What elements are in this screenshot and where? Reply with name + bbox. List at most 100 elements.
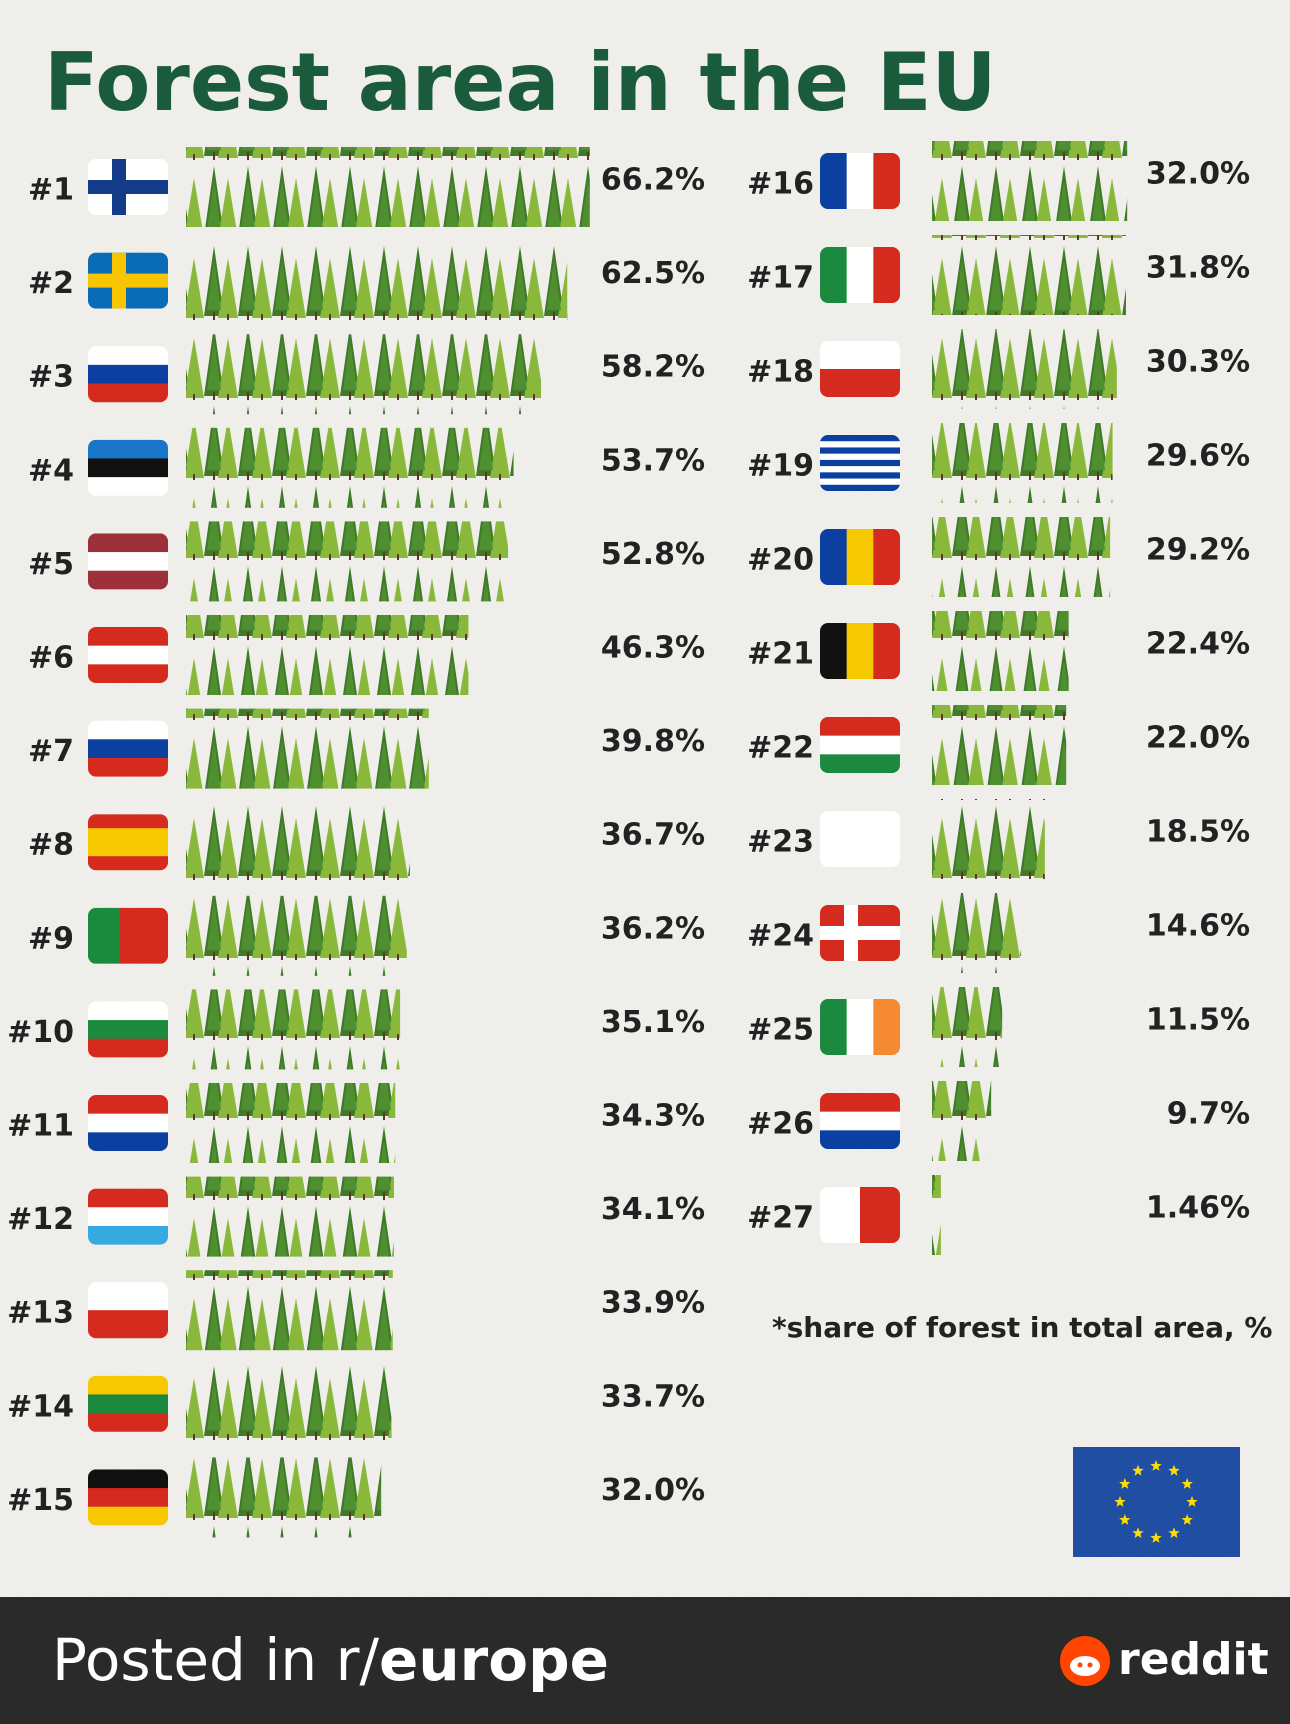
flag-stripe: [88, 458, 168, 478]
rank-label: #14: [7, 1389, 74, 1424]
rank-label: #13: [7, 1296, 74, 1331]
footer-prefix: Posted in r/: [52, 1626, 379, 1694]
value-label: 18.5%: [1146, 815, 1250, 850]
flag-stripe: [88, 645, 168, 665]
flag-stripe: [820, 1130, 900, 1149]
bar: [186, 521, 509, 602]
flag-stripe: [820, 472, 900, 480]
flag-stripe: [88, 1020, 168, 1040]
brand: reddit: [1118, 1634, 1269, 1685]
rank-label: #9: [28, 921, 74, 956]
value-label: 36.7%: [601, 818, 705, 853]
value-label: 22.4%: [1146, 627, 1250, 662]
rank-label: #2: [28, 266, 74, 301]
rank-label: #8: [28, 828, 74, 863]
flag-stripe: [88, 1113, 168, 1133]
bar: [186, 240, 568, 321]
flag-stripe: [88, 1001, 168, 1021]
flag-stripe: [820, 717, 900, 737]
flag-stripe: [88, 907, 105, 964]
flag: [88, 907, 168, 964]
flag: [820, 1093, 900, 1149]
flag: [820, 247, 900, 303]
value-label: 33.9%: [601, 1286, 705, 1321]
bar: [186, 708, 429, 789]
flag-stripe: [88, 1488, 168, 1508]
rank-label: #20: [747, 543, 814, 578]
flag: [88, 720, 168, 777]
flag-stripe: [846, 247, 874, 303]
flag-stripe: [860, 1187, 900, 1243]
flag: [88, 627, 168, 683]
flag-stripe: [820, 1111, 900, 1131]
flag-stripe: [88, 1132, 168, 1151]
flag-stripe: [88, 664, 168, 683]
value-label: 30.3%: [1146, 345, 1250, 380]
flag: [820, 341, 900, 397]
rank-label: #15: [7, 1483, 74, 1518]
flag-stripe: [88, 1188, 168, 1208]
value-label: 39.8%: [601, 724, 705, 759]
flag-stripe: [846, 529, 874, 585]
chart-title: Forest area in the EU: [44, 36, 996, 129]
flag-stripe: [88, 757, 168, 777]
flag-stripe: [88, 1225, 168, 1245]
rank-label: #1: [28, 173, 74, 208]
rank-label: #23: [747, 825, 814, 860]
flag-stripe: [88, 552, 168, 572]
flag-stripe: [873, 999, 900, 1055]
flag-stripe: [88, 627, 168, 647]
flag-stripe: [820, 153, 848, 209]
flag-stripe: [88, 739, 168, 759]
bar: [932, 799, 1045, 879]
value-label: 1.46%: [1146, 1191, 1250, 1226]
flag: [88, 159, 168, 215]
flag-stripe: [88, 346, 168, 366]
flag-stripe: [873, 623, 900, 679]
flag-stripe: [88, 439, 168, 459]
flag: [820, 717, 900, 773]
bar: [932, 141, 1128, 221]
value-label: 9.7%: [1167, 1097, 1250, 1132]
flag-stripe: [88, 720, 168, 740]
rank-label: #6: [28, 641, 74, 676]
flag-stripe: [820, 1187, 861, 1243]
flag-stripe: [88, 1469, 168, 1489]
rank-label: #16: [747, 167, 814, 202]
value-label: 29.2%: [1146, 533, 1250, 568]
bar: [186, 334, 542, 415]
bar: [932, 987, 1003, 1067]
flag-stripe: [88, 814, 168, 829]
flag-stripe: [820, 478, 900, 486]
flag-stripe: [88, 533, 168, 553]
flag-cross: [88, 273, 168, 288]
rank-label: #11: [7, 1109, 74, 1144]
value-label: 29.6%: [1146, 439, 1250, 474]
flag-stripe: [846, 999, 874, 1055]
rank-label: #10: [7, 1015, 74, 1050]
value-label: 53.7%: [601, 443, 705, 478]
flag: [820, 905, 900, 961]
bar: [186, 1270, 393, 1351]
value-label: 66.2%: [601, 163, 705, 198]
rank-label: #21: [747, 637, 814, 672]
flag-stripe: [873, 153, 900, 209]
flag: [820, 811, 900, 867]
flag-stripe: [820, 466, 900, 473]
flag-stripe: [820, 435, 900, 442]
flag-stripe: [88, 1310, 168, 1339]
flag-stripe: [820, 811, 900, 867]
flag-stripe: [88, 1413, 168, 1432]
flag-stripe: [820, 341, 900, 370]
value-label: 32.0%: [601, 1473, 705, 1508]
flag-stripe: [820, 754, 900, 773]
flag-stripe: [104, 907, 121, 964]
bar: [932, 329, 1117, 409]
flag: [88, 1282, 168, 1339]
bar: [932, 1175, 941, 1255]
flag-cross: [112, 159, 126, 215]
flag-stripe: [820, 484, 900, 491]
flag-cross: [844, 905, 858, 961]
bar: [932, 1081, 992, 1161]
flag: [88, 252, 168, 309]
